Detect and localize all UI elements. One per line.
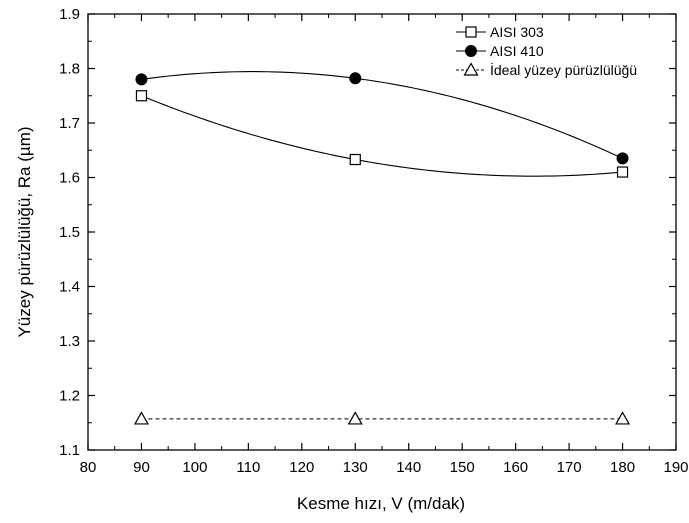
legend-marker <box>463 62 479 76</box>
x-tick-label: 180 <box>610 459 635 476</box>
data-point <box>349 153 361 166</box>
series-2 <box>135 71 629 165</box>
x-tick-label: 100 <box>182 459 207 476</box>
data-point <box>133 411 149 425</box>
x-tick-label: 140 <box>396 459 421 476</box>
series-line <box>141 95 623 177</box>
y-tick-label: 1.2 <box>59 388 80 405</box>
x-tick-label: 80 <box>80 459 97 476</box>
series-line <box>141 71 623 159</box>
y-tick-label: 1.9 <box>59 6 80 23</box>
series-1 <box>135 90 629 178</box>
x-tick-label: 190 <box>663 459 688 476</box>
data-point <box>616 166 629 178</box>
data-point <box>347 411 363 425</box>
data-point <box>615 411 631 425</box>
x-tick-label: 90 <box>133 459 150 476</box>
x-tick-label: 150 <box>450 459 475 476</box>
legend-label: AISI 410 <box>490 43 544 59</box>
series-3 <box>133 411 631 425</box>
plot-border <box>87 13 677 451</box>
legend-marker <box>465 26 477 38</box>
x-axis: 80 90 100 110 120 130 140 150 160 170 180 190 <box>80 14 689 476</box>
legend-marker <box>465 45 477 57</box>
legend: AISI 303 AISI 410 İdeal yüzey pürüzlülüğü <box>456 24 637 78</box>
plot-frame <box>87 13 677 451</box>
x-tick-label: 170 <box>557 459 582 476</box>
y-axis-title: Yüzey pürüzlülüğü, Ra (µm) <box>15 126 34 337</box>
y-axis: 1.1 1.2 1.3 1.4 1.5 1.6 1.7 1.8 1.9 <box>59 6 676 459</box>
y-tick-label: 1.7 <box>59 115 80 132</box>
data-point <box>616 152 629 165</box>
y-tick-label: 1.4 <box>59 279 80 296</box>
y-tick-label: 1.6 <box>59 170 80 187</box>
x-tick-label: 120 <box>289 459 314 476</box>
y-tick-label: 1.3 <box>59 333 80 350</box>
x-tick-label: 130 <box>343 459 368 476</box>
x-tick-label: 160 <box>503 459 528 476</box>
data-point <box>135 73 148 86</box>
data-point <box>349 72 362 85</box>
legend-label: İdeal yüzey pürüzlülüğü <box>490 61 637 78</box>
y-tick-label: 1.8 <box>59 61 80 78</box>
legend-label: AISI 303 <box>490 24 544 40</box>
series-layer <box>133 71 631 425</box>
data-point <box>135 90 148 102</box>
x-tick-label: 110 <box>236 459 260 476</box>
x-axis-title: Kesme hızı, V (m/dak) <box>297 494 465 513</box>
y-tick-label: 1.5 <box>59 224 80 241</box>
y-tick-label: 1.1 <box>59 442 80 459</box>
